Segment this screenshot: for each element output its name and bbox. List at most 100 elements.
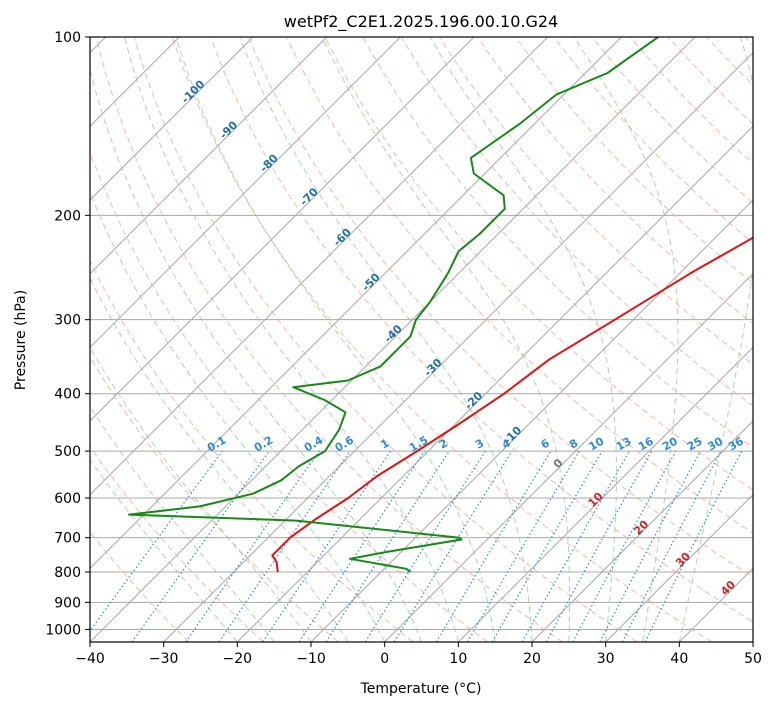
isotherm-label-blue: -50 (359, 270, 382, 293)
x-tick-label: 0 (380, 651, 389, 667)
y-tick-label: 400 (54, 387, 81, 403)
x-tick-label: −30 (149, 651, 179, 667)
moist-adiabat-line (124, 37, 459, 642)
chart-title: wetPf2_C2E1.2025.196.00.10.G24 (284, 12, 558, 32)
isotherm-label-blue: -60 (331, 226, 354, 249)
dry-adiabat-line (515, 37, 753, 284)
dry-adiabat-line (286, 37, 753, 534)
y-tick-label: 600 (54, 491, 81, 507)
mixing-ratio-line (218, 450, 351, 642)
isotherm-line (90, 37, 475, 422)
y-tick-label: 500 (54, 444, 81, 460)
dewpoint-line (128, 37, 659, 573)
moist-adiabat-line (239, 37, 533, 642)
x-tick-label: 10 (449, 651, 467, 667)
moist-adiabat-line (429, 37, 617, 642)
isotherm-label-red: 40 (718, 578, 738, 598)
dry-adiabat-line (171, 37, 712, 642)
moist-adiabat-line (678, 37, 753, 642)
mixing-ratio-line (545, 450, 653, 642)
dry-adiabat-line (553, 37, 753, 244)
y-axis-ticks: 100 200 300 400 500 600 700 800 900 1000 (45, 30, 90, 638)
isotherm-label-blue: -70 (298, 185, 321, 208)
isotherm-line (90, 37, 328, 275)
mixing-ratio-line (435, 450, 552, 642)
mixing-ratio-line (466, 450, 580, 642)
mixing-ratio-line (364, 450, 486, 642)
mixing-ratio-label: 8 (567, 437, 580, 452)
y-tick-label: 200 (54, 208, 81, 224)
dry-adiabat-line (248, 37, 753, 578)
moist-adiabat-line (321, 37, 571, 642)
sounding-lines (128, 37, 753, 573)
moist-adiabat-line (573, 37, 679, 642)
dry-adiabat-line (210, 37, 753, 623)
moist-adiabat-line (90, 190, 386, 642)
mixing-ratio-line (90, 450, 223, 632)
isotherm-line (678, 567, 753, 642)
isotherm-line (163, 51, 753, 642)
x-tick-label: −40 (75, 651, 105, 667)
x-tick-label: 40 (670, 651, 688, 667)
moist-adiabat-line (90, 277, 349, 642)
moist-adiabat-line (90, 458, 238, 642)
mixing-ratio-line (325, 450, 450, 642)
mixing-ratio-line (262, 450, 392, 642)
x-tick-label: −10 (296, 651, 326, 667)
mixing-ratio-label: 6 (539, 436, 552, 451)
isotherm-line (90, 37, 401, 349)
y-tick-label: 1000 (45, 622, 81, 638)
isotherm-line (90, 37, 549, 496)
isotherm-label-blue: -100 (179, 77, 208, 106)
mixing-ratio-line (185, 450, 320, 642)
background-lines (90, 37, 753, 642)
mixing-ratio-line (393, 450, 513, 642)
mixing-ratio-label: 1 (378, 437, 391, 452)
dry-adiabat-line (706, 37, 753, 86)
temperature-line (271, 236, 753, 573)
mixing-ratio-label: 3 (473, 437, 486, 452)
y-tick-label: 800 (54, 565, 81, 581)
moist-adiabat-line (90, 67, 422, 642)
y-tick-label: 900 (54, 595, 81, 611)
mixing-ratio-line (521, 450, 631, 642)
y-tick-label: 100 (54, 30, 81, 46)
isotherm-label-red: 20 (631, 517, 651, 537)
dry-adiabat-line (95, 37, 563, 642)
isotherm-label-blue: -30 (421, 356, 444, 379)
moist-adiabat-line (175, 37, 496, 642)
x-tick-label: −20 (223, 651, 253, 667)
moist-adiabat-line (90, 405, 275, 642)
isotherm-line (752, 641, 753, 642)
mixing-ratio-line (572, 450, 677, 642)
dry-adiabat-line (133, 37, 638, 642)
mixing-ratio-line (298, 450, 425, 642)
isotherm-label-red: 10 (586, 490, 606, 510)
isotherm-line (457, 346, 753, 642)
x-axis-ticks: −40 −30 −20 −10 0 10 20 30 40 50 (75, 642, 762, 667)
y-tick-label: 700 (54, 531, 81, 547)
isotherm-label-blue: -40 (382, 322, 405, 345)
isotherm-label-red: 30 (673, 549, 693, 569)
x-tick-label: 20 (523, 651, 541, 667)
isotherm-line (90, 37, 254, 201)
isotherm-label-blue: -90 (217, 118, 240, 141)
dry-adiabat-line (90, 150, 488, 642)
isotherm-line (531, 420, 753, 642)
moist-adiabat-line (90, 346, 312, 642)
plot-frame (89, 36, 754, 643)
isotherm-line (605, 493, 753, 642)
isotherm-label-blue: -80 (257, 151, 280, 174)
x-axis-label: Temperature (°C) (360, 681, 482, 697)
x-tick-label: 50 (744, 651, 762, 667)
x-tick-label: 30 (597, 651, 615, 667)
y-axis-label: Pressure (hPa) (13, 290, 29, 390)
mixing-ratio-line (644, 450, 743, 642)
isotherm-line (310, 199, 753, 642)
isotherm-line (90, 37, 622, 570)
dry-adiabat-line (90, 259, 414, 642)
dry-adiabat-line (90, 356, 339, 642)
mixing-ratio-line (131, 450, 270, 642)
y-tick-label: 300 (54, 313, 81, 329)
